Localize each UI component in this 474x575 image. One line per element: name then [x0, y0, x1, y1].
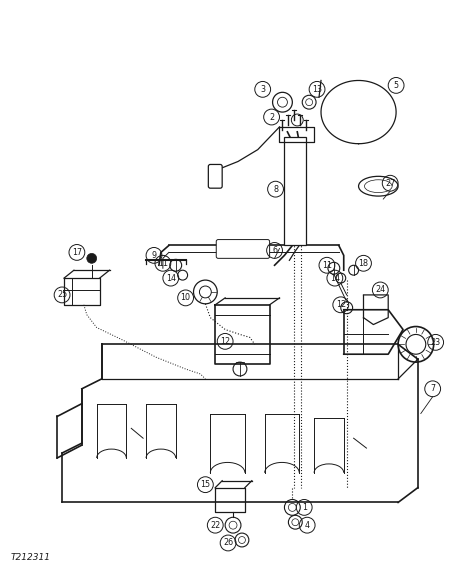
Text: 15: 15 [201, 480, 210, 489]
Text: 8: 8 [273, 185, 278, 194]
Text: 23: 23 [430, 338, 441, 347]
FancyBboxPatch shape [209, 164, 222, 188]
Text: 3: 3 [260, 85, 265, 94]
Text: T212311: T212311 [11, 553, 51, 562]
FancyBboxPatch shape [284, 137, 306, 246]
Text: 27: 27 [385, 179, 395, 187]
Text: 2: 2 [269, 113, 274, 121]
Text: 25: 25 [57, 290, 67, 300]
Text: 12: 12 [336, 300, 346, 309]
Text: 11: 11 [322, 261, 332, 270]
Text: 5: 5 [393, 81, 399, 90]
Text: 11: 11 [158, 259, 168, 268]
Text: 24: 24 [375, 285, 385, 294]
Text: 13: 13 [312, 85, 322, 94]
Text: 14: 14 [166, 274, 176, 282]
FancyBboxPatch shape [216, 240, 270, 258]
Text: 17: 17 [72, 248, 82, 257]
Text: 22: 22 [210, 521, 220, 530]
Text: 12: 12 [220, 337, 230, 346]
Text: 6: 6 [272, 246, 277, 255]
Text: 26: 26 [223, 538, 233, 547]
Text: 18: 18 [358, 259, 368, 268]
Text: 9: 9 [151, 251, 156, 260]
Circle shape [87, 254, 97, 263]
Text: 4: 4 [305, 521, 310, 530]
Text: 10: 10 [181, 293, 191, 302]
Text: 14: 14 [330, 274, 340, 282]
Text: 7: 7 [430, 384, 435, 393]
Text: 1: 1 [302, 503, 307, 512]
